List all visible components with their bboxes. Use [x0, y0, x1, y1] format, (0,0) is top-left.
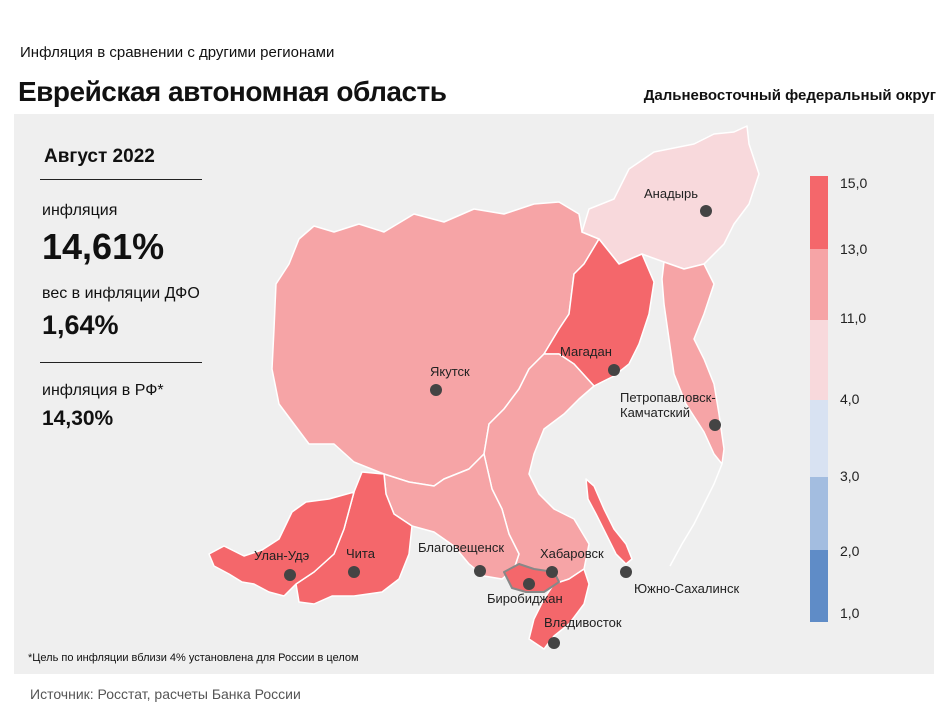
subtitle: Инфляция в сравнении с другими регионами [20, 44, 335, 61]
inflation-label: инфляция [42, 202, 118, 219]
city-dot-ulan-ude[interactable] [284, 569, 296, 581]
rf-inflation-label: инфляция в РФ* [42, 382, 164, 399]
legend-tick-1: 15,0 [840, 175, 867, 191]
city-dot-magadan[interactable] [608, 364, 620, 376]
weight-label: вес в инфляции ДФО [42, 285, 200, 302]
region-kurils [669, 463, 723, 567]
source-text: Источник: Росстат, расчеты Банка России [30, 686, 301, 702]
city-dot-birobidzhan[interactable] [523, 578, 535, 590]
legend-tick-2: 13,0 [840, 241, 867, 257]
city-label-birobidzhan: Биробиджан [487, 591, 563, 606]
legend-swatch-1 [810, 176, 828, 249]
city-dot-khabarovsk[interactable] [546, 566, 558, 578]
legend-swatch-3 [810, 320, 828, 400]
footnote: *Цель по инфляции вблизи 4% установлена … [28, 652, 359, 664]
weight-value: 1,64% [42, 310, 119, 340]
region-amur[interactable] [383, 453, 520, 580]
legend-tick-7: 1,0 [840, 605, 860, 621]
legend-swatch-6 [810, 550, 828, 622]
city-dot-blagoveshchensk[interactable] [474, 565, 486, 577]
city-dot-yuzhno[interactable] [620, 566, 632, 578]
region-sakhalin[interactable] [585, 478, 633, 565]
city-dot-vladivostok[interactable] [548, 637, 560, 649]
region-chukotka[interactable] [581, 125, 760, 270]
city-dot-chita[interactable] [348, 566, 360, 578]
district-name: Дальневосточный федеральный округ [643, 87, 936, 104]
city-label-anadyr: Анадырь [644, 186, 698, 201]
city-label-yakutsk: Якутск [430, 364, 470, 379]
city-label-petropavlovsk-1: Петропавловск- [620, 390, 716, 405]
rf-inflation-value: 14,30% [42, 407, 114, 430]
city-dot-petropavlovsk[interactable] [709, 419, 721, 431]
inflation-value: 14,61% [42, 226, 165, 267]
region-kamchatka[interactable] [661, 261, 725, 465]
content-panel: Август 2022 инфляция 14,61% вес в инфляц… [14, 114, 934, 674]
map-svg: Анадырь Магадан Якутск Петропавловск- Ка… [208, 125, 867, 650]
legend-tick-4: 4,0 [840, 391, 860, 407]
city-label-petropavlovsk-2: Камчатский [620, 405, 690, 420]
legend-tick-3: 11,0 [840, 310, 866, 326]
legend-tick-6: 2,0 [840, 543, 860, 559]
divider-bottom [40, 362, 202, 363]
city-label-khabarovsk: Хабаровск [540, 546, 604, 561]
region-jewish-ao[interactable] [503, 563, 560, 593]
legend-swatch-2 [810, 249, 828, 320]
region-buryatia[interactable] [208, 491, 355, 597]
city-label-vladivostok: Владивосток [544, 615, 622, 630]
city-markers [284, 205, 721, 649]
legend-tick-5: 3,0 [840, 468, 860, 484]
legend: 15,0 13,0 11,0 4,0 3,0 2,0 1,0 [810, 175, 867, 622]
city-label-ulan-ude: Улан-Удэ [254, 548, 310, 563]
city-dot-anadyr[interactable] [700, 205, 712, 217]
city-dot-yakutsk[interactable] [430, 384, 442, 396]
city-label-yuzhno: Южно-Сахалинск [634, 581, 739, 596]
city-label-blagoveshchensk: Благовещенск [418, 540, 504, 555]
divider-top [40, 179, 202, 180]
period-label: Август 2022 [44, 146, 155, 167]
page-title: Еврейская автономная область [18, 76, 447, 107]
legend-swatch-4 [810, 400, 828, 477]
city-label-magadan: Магадан [560, 344, 612, 359]
legend-swatch-5 [810, 477, 828, 550]
city-label-chita: Чита [346, 546, 376, 561]
